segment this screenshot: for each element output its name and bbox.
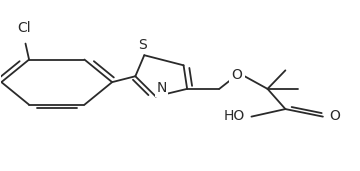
Text: N: N bbox=[157, 81, 167, 95]
Text: O: O bbox=[329, 109, 340, 123]
Text: HO: HO bbox=[224, 109, 245, 123]
Text: S: S bbox=[138, 37, 147, 51]
Text: Cl: Cl bbox=[17, 22, 31, 36]
Text: O: O bbox=[232, 68, 243, 82]
